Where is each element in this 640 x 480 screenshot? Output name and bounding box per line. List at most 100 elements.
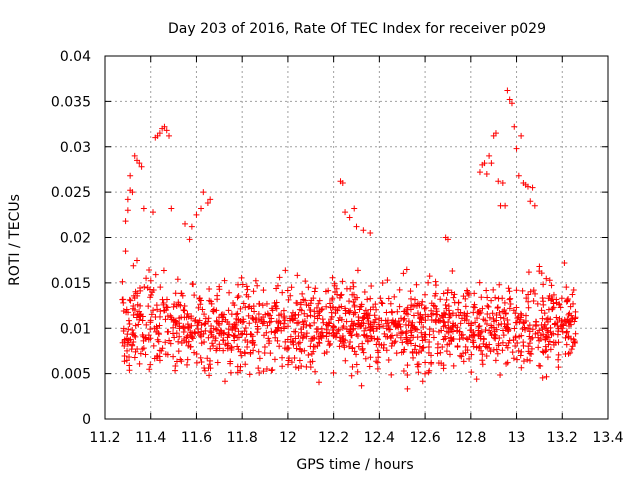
data-point xyxy=(407,337,414,344)
data-point xyxy=(506,305,513,312)
data-point xyxy=(513,319,520,326)
x-tick-label: 12.8 xyxy=(455,430,486,446)
data-point xyxy=(131,332,138,339)
data-point xyxy=(506,296,513,303)
data-point xyxy=(242,350,249,357)
data-point xyxy=(512,334,519,341)
data-point xyxy=(175,348,182,355)
data-point xyxy=(305,351,312,358)
data-point xyxy=(527,288,534,295)
data-point xyxy=(367,295,374,302)
data-point xyxy=(267,350,274,357)
data-point xyxy=(415,369,422,376)
data-point xyxy=(238,331,245,338)
data-point xyxy=(198,340,205,347)
data-point xyxy=(500,315,507,322)
data-point xyxy=(437,349,444,356)
data-point xyxy=(549,305,556,312)
data-point xyxy=(512,342,519,349)
data-point xyxy=(388,319,395,326)
data-point xyxy=(189,329,196,336)
data-point xyxy=(278,311,285,318)
data-point xyxy=(235,292,242,299)
data-point xyxy=(335,317,342,324)
data-point xyxy=(514,356,520,363)
data-point xyxy=(387,300,394,307)
data-point xyxy=(268,367,275,374)
data-point xyxy=(184,321,191,328)
data-point xyxy=(166,337,173,344)
data-point xyxy=(285,357,292,364)
data-point xyxy=(384,277,391,284)
data-point xyxy=(281,313,288,320)
data-point xyxy=(204,355,211,362)
data-point xyxy=(358,301,365,308)
data-point xyxy=(394,332,401,339)
data-point xyxy=(323,333,330,340)
data-point xyxy=(238,274,245,281)
data-point xyxy=(495,342,502,349)
data-point xyxy=(232,325,239,332)
data-point xyxy=(348,322,355,329)
data-point xyxy=(260,287,267,294)
data-point xyxy=(155,338,162,345)
data-point xyxy=(282,267,289,274)
data-point xyxy=(126,296,133,303)
data-point xyxy=(473,376,480,383)
data-point xyxy=(250,288,257,295)
y-tick-label: 0.03 xyxy=(60,140,91,156)
data-point xyxy=(460,358,467,365)
data-point xyxy=(206,286,213,293)
data-point xyxy=(345,308,352,315)
y-tick-label: 0.04 xyxy=(60,49,91,65)
data-point xyxy=(282,338,289,345)
data-point xyxy=(529,334,536,341)
data-point xyxy=(474,315,481,322)
data-point xyxy=(414,300,421,307)
data-point xyxy=(173,319,180,326)
data-point xyxy=(210,343,217,349)
data-point xyxy=(124,331,131,338)
data-point xyxy=(206,297,213,304)
data-point xyxy=(484,294,491,301)
data-point xyxy=(570,300,577,307)
data-point xyxy=(137,284,144,291)
data-point xyxy=(553,296,560,303)
data-point xyxy=(506,337,513,344)
data-point xyxy=(250,316,257,323)
data-point xyxy=(470,337,477,344)
data-point xyxy=(256,355,263,362)
data-point xyxy=(373,341,380,348)
data-point xyxy=(526,322,533,329)
data-point xyxy=(540,301,547,308)
data-point xyxy=(323,321,330,328)
data-point xyxy=(254,326,261,333)
data-point xyxy=(482,343,489,350)
data-point xyxy=(339,324,346,331)
data-point xyxy=(266,312,273,319)
data-point xyxy=(127,297,134,304)
data-point xyxy=(205,334,212,341)
data-point xyxy=(520,342,527,349)
data-point xyxy=(313,304,320,311)
data-point xyxy=(261,349,268,356)
data-point xyxy=(505,327,512,334)
data-point xyxy=(513,145,520,152)
data-point xyxy=(154,325,161,332)
data-point xyxy=(479,361,486,368)
data-point xyxy=(515,172,522,179)
data-point xyxy=(350,299,357,306)
data-point xyxy=(361,314,368,321)
data-point xyxy=(298,307,305,314)
data-point xyxy=(120,308,127,315)
data-point xyxy=(172,290,179,297)
data-point xyxy=(444,236,451,243)
data-point xyxy=(531,202,538,209)
data-point xyxy=(404,385,411,392)
data-point xyxy=(450,362,457,369)
data-point xyxy=(524,356,531,363)
data-point xyxy=(152,328,159,335)
data-point xyxy=(339,180,346,187)
data-point xyxy=(518,348,525,355)
data-point xyxy=(294,320,301,327)
